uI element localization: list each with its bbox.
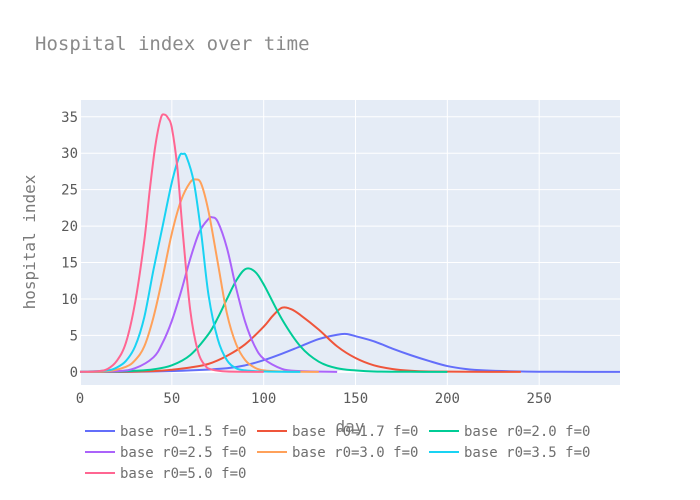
legend-label: base r0=3.5 f=0: [464, 445, 590, 461]
x-tick-label: 100: [251, 391, 276, 407]
legend-label: base r0=5.0 f=0: [120, 466, 246, 482]
x-tick-label: 250: [527, 391, 552, 407]
x-tick-label: 150: [343, 391, 368, 407]
y-tick-label: 35: [61, 110, 78, 126]
y-tick-label: 5: [70, 328, 78, 344]
y-axis-title: hospital index: [20, 174, 39, 309]
series-line-5: [79, 178, 319, 373]
series-line-3: [79, 267, 448, 373]
chart-title: Hospital index over time: [35, 33, 310, 55]
y-tick-label: 20: [61, 219, 78, 235]
legend-label: base r0=1.7 f=0: [292, 424, 418, 440]
x-tick-label: 50: [163, 391, 180, 407]
legend-label: base r0=2.0 f=0: [464, 424, 590, 440]
legend-label: base r0=1.5 f=0: [120, 424, 246, 440]
series-line-1: [79, 332, 621, 373]
x-axis-title: day: [336, 417, 365, 436]
y-tick-label: 0: [70, 365, 78, 381]
y-tick-label: 10: [61, 292, 78, 308]
legend-label: base r0=2.5 f=0: [120, 445, 246, 461]
y-tick-label: 25: [61, 183, 78, 199]
x-tick-labels: 0 50 100 150 200 250: [76, 391, 552, 407]
y-tick-label: 15: [61, 256, 78, 272]
series-lines: [79, 113, 621, 373]
series-line-2: [79, 306, 521, 373]
legend-label: base r0=3.0 f=0: [292, 445, 418, 461]
series-line-7: [79, 113, 264, 373]
gridlines: [79, 100, 620, 385]
y-tick-labels: 0 5 10 15 20 25 30 35: [61, 110, 78, 381]
series-line-6: [79, 152, 301, 373]
legend: base r0=1.5 f=0 base r0=1.7 f=0 base r0=2.…: [85, 424, 590, 482]
x-tick-label: 200: [435, 391, 460, 407]
x-tick-label: 0: [76, 391, 84, 407]
y-tick-label: 30: [61, 146, 78, 162]
